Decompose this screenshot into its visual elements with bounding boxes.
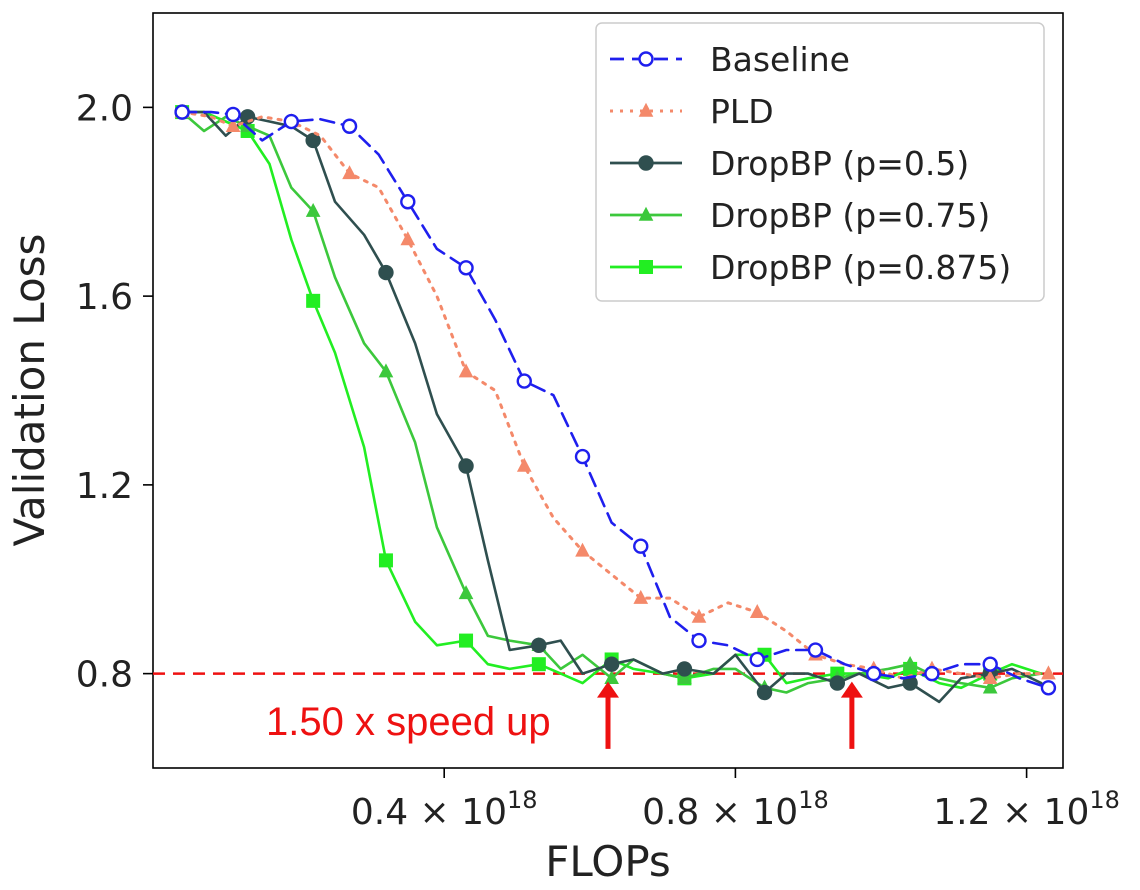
data-point <box>306 293 321 308</box>
data-point <box>305 132 321 149</box>
data-point <box>378 264 394 281</box>
series-dropbp-p-0-5- <box>174 104 1043 704</box>
data-point <box>458 260 474 276</box>
data-point <box>749 604 765 618</box>
data-point <box>531 637 547 654</box>
data-point <box>749 651 765 668</box>
legend-box <box>595 22 1045 302</box>
speedup-annotation: 1.50 x speed up <box>266 700 551 744</box>
legend-marker <box>638 102 654 117</box>
data-point <box>342 165 357 180</box>
data-point <box>459 633 474 648</box>
series-line <box>180 110 1050 690</box>
legend-entry: Baseline <box>610 40 850 79</box>
data-point <box>516 373 532 389</box>
data-point <box>225 106 241 123</box>
series-line <box>180 110 1043 694</box>
data-point <box>982 679 998 694</box>
x-tick-label: 0.4 × 1018 <box>351 786 538 833</box>
arrow-head <box>597 681 619 698</box>
data-point <box>575 542 590 557</box>
legend-marker <box>639 260 653 274</box>
legend-marker <box>638 51 654 67</box>
y-tick-label: 1.6 <box>76 277 133 318</box>
data-point <box>902 655 918 670</box>
y-axis-title: Validation Loss <box>5 234 54 547</box>
data-point <box>305 202 321 217</box>
legend-marker <box>638 206 654 221</box>
series-baseline <box>174 104 1057 696</box>
data-point <box>516 457 532 472</box>
y-axis-ticks: 2.0 1.6 1.2 0.8 <box>76 88 153 696</box>
data-point <box>603 656 620 672</box>
speedup-arrow <box>840 681 863 749</box>
data-point <box>283 113 300 130</box>
data-point <box>604 670 619 685</box>
data-point <box>378 553 393 568</box>
data-point <box>691 608 707 623</box>
x-axis-ticks: 0.4 × 1018 0.8 × 1018 1.2 × 1018 <box>351 768 1120 833</box>
legend-marker <box>638 155 654 171</box>
legend-label: PLD <box>710 92 774 131</box>
plot-area-frame <box>152 12 1064 769</box>
data-point <box>531 657 546 672</box>
data-point <box>174 104 190 120</box>
arrow-head <box>840 681 863 698</box>
legend-entry: DropBP (p=0.5) <box>610 144 969 183</box>
x-tick-label: 0.8 × 1018 <box>642 786 829 833</box>
legend-label: Baseline <box>710 40 850 79</box>
data-point <box>982 656 998 672</box>
data-point <box>924 665 940 682</box>
y-tick-label: 2.0 <box>76 88 133 129</box>
legend: Baseline PLD DropBP (p=0.5) DropBP (p=0.75)… <box>595 22 1045 302</box>
data-point <box>574 448 591 465</box>
data-point <box>341 118 358 134</box>
legend-entry: DropBP (p=0.875) <box>610 248 1011 287</box>
data-point <box>676 661 693 677</box>
annotation-layer: 1.50 x speed up <box>266 681 863 749</box>
data-point <box>829 675 846 691</box>
data-point <box>458 363 474 378</box>
data-point <box>633 589 649 604</box>
data-point <box>691 632 707 649</box>
data-point <box>807 642 824 658</box>
legend-entry: DropBP (p=0.75) <box>610 196 990 235</box>
y-tick-label: 1.2 <box>76 466 133 507</box>
data-point <box>400 231 416 246</box>
y-tick-label: 0.8 <box>76 655 133 696</box>
data-point <box>458 458 474 474</box>
data-point <box>1040 680 1057 696</box>
data-point <box>458 585 474 600</box>
legend-label: DropBP (p=0.75) <box>710 196 990 235</box>
data-point <box>378 363 394 378</box>
series-layer <box>174 103 1057 704</box>
legend-label: DropBP (p=0.5) <box>710 144 969 183</box>
legend-label: DropBP (p=0.875) <box>710 248 1011 287</box>
data-point <box>982 670 998 685</box>
data-point <box>400 194 416 210</box>
data-point <box>677 670 692 685</box>
x-axis-title: FLOPs <box>545 837 671 886</box>
data-point <box>866 665 882 682</box>
data-point <box>756 684 773 701</box>
legend-entry: PLD <box>610 92 774 131</box>
data-point <box>1041 665 1056 680</box>
data-point <box>633 538 649 554</box>
x-tick-label: 1.2 × 1018 <box>933 786 1120 833</box>
data-point <box>225 118 241 132</box>
speedup-arrow <box>597 681 619 749</box>
